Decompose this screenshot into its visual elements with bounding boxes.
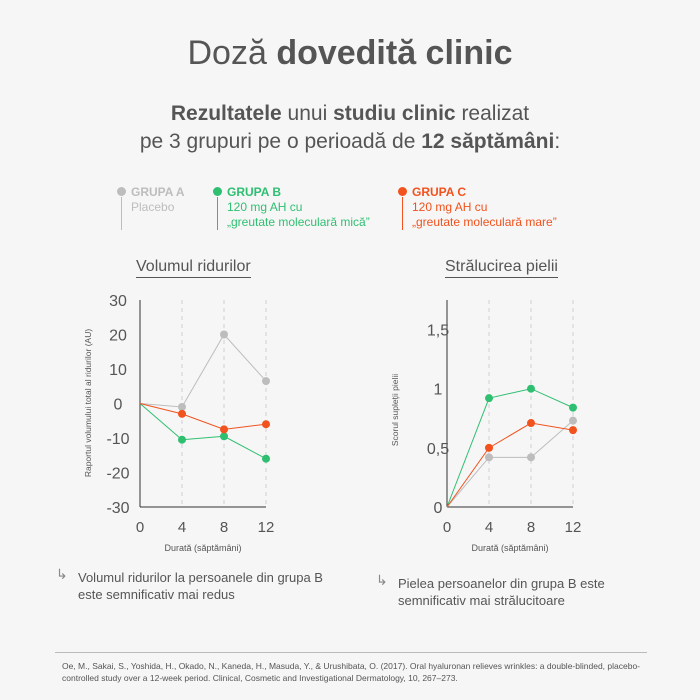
subtitle-part-4: realizat	[455, 102, 530, 125]
series-line-grupa-c	[446, 422, 574, 508]
x-tick-label: 0	[443, 519, 451, 536]
y-tick-label: 1,5	[427, 323, 449, 340]
legend-head: GRUPA B	[227, 185, 281, 199]
x-tick-label: 0	[136, 519, 144, 536]
y-tick-label: -30	[106, 500, 129, 517]
x-axis-label: Durată (săptămâni)	[471, 543, 548, 553]
data-point-grupa-c	[569, 426, 577, 435]
corner-arrow-icon: ↳	[56, 566, 68, 582]
data-point-grupa-a	[220, 330, 228, 339]
data-point-grupa-b	[262, 454, 270, 463]
legend-stem	[402, 197, 403, 230]
y-tick-label: 1	[434, 382, 443, 399]
legend-grupa-c: GRUPA C 120 mg AH cu „greutate molecular…	[398, 185, 557, 230]
x-tick-label: 8	[220, 519, 228, 536]
legend-head: GRUPA A	[131, 185, 185, 199]
y-tick-label: 0	[114, 397, 123, 414]
data-point-grupa-a	[569, 416, 577, 425]
note-stralucire: ↳ Pielea persoanelor din grupa B este se…	[376, 572, 623, 609]
title-regular: Doză	[187, 34, 267, 72]
legend-line: „greutate moleculară mare”	[412, 215, 557, 229]
chart-title-riduri: Volumul ridurilor	[136, 258, 251, 278]
note-text: Pielea persoanelor din grupa B este semn…	[398, 576, 605, 608]
series-line-grupa-c	[139, 403, 267, 430]
x-tick-label: 8	[527, 519, 535, 536]
legend-dot-icon	[398, 187, 407, 196]
chart-title-stralucire: Strălucirea pielii	[445, 258, 558, 278]
title-bold: dovedită clinic	[276, 34, 513, 72]
data-point-grupa-b	[569, 403, 577, 412]
data-point-grupa-c	[178, 409, 186, 418]
data-point-grupa-b	[220, 432, 228, 441]
divider	[55, 652, 647, 653]
legend-dot-icon	[213, 187, 222, 196]
subtitle-part-5: pe 3 grupuri pe o perioadă de	[139, 130, 422, 153]
series-line-grupa-a	[139, 333, 267, 408]
y-tick-label: 0	[434, 500, 443, 517]
legend-stem	[217, 197, 218, 230]
legend-line: 120 mg AH cu	[412, 200, 488, 214]
subtitle-part-2: unui	[281, 102, 334, 125]
legend-line: 120 mg AH cu	[227, 200, 303, 214]
data-point-grupa-a	[527, 453, 535, 462]
citation: Oe, M., Sakai, S., Yoshida, H., Okado, N…	[62, 661, 640, 683]
subtitle-part-7: :	[554, 130, 561, 153]
y-tick-label: -10	[106, 431, 129, 448]
data-point-grupa-c	[262, 420, 270, 429]
data-point-grupa-c	[485, 443, 493, 452]
x-tick-label: 12	[258, 519, 275, 536]
data-point-grupa-b	[178, 435, 186, 444]
legend-line: „greutate moleculară mică”	[227, 215, 370, 229]
data-point-grupa-c	[220, 425, 228, 434]
data-point-grupa-c	[527, 419, 535, 428]
x-tick-label: 4	[178, 519, 186, 536]
y-axis-label: Scorul supleții pielii	[390, 374, 400, 446]
series-line-grupa-a	[446, 420, 574, 508]
legend-head: GRUPA C	[412, 185, 466, 199]
legend-grupa-b: GRUPA B 120 mg AH cu „greutate molecular…	[213, 185, 370, 230]
y-tick-label: -20	[106, 466, 129, 483]
data-point-grupa-a	[178, 402, 186, 411]
corner-arrow-icon: ↳	[376, 572, 388, 588]
legend-stem	[121, 197, 122, 230]
series-line-grupa-b	[139, 403, 267, 460]
note-riduri: ↳ Volumul ridurilor la persoanele din gr…	[56, 566, 338, 603]
page-title: Doză dovedită clinic	[0, 34, 700, 73]
y-tick-label: 20	[109, 328, 127, 345]
data-point-grupa-b	[485, 394, 493, 403]
subtitle-part-6: 12 săptămâni	[421, 130, 555, 153]
y-tick-label: 10	[109, 362, 127, 379]
x-axis-label: Durată (săptămâni)	[164, 543, 241, 553]
subtitle-part-3: studiu clinic	[333, 102, 456, 125]
series-line-grupa-b	[446, 388, 574, 508]
legend-grupa-a: GRUPA A Placebo	[117, 185, 185, 230]
subtitle: Rezultatele unui studiu clinic realizat …	[0, 100, 700, 156]
data-point-grupa-a	[485, 453, 493, 462]
legend-line: Placebo	[131, 200, 175, 214]
x-tick-label: 12	[565, 519, 582, 536]
y-tick-label: 0,5	[427, 441, 449, 458]
legend-dot-icon	[117, 187, 126, 196]
x-tick-label: 4	[485, 519, 493, 536]
data-point-grupa-a	[262, 377, 270, 386]
subtitle-part-1: Rezultatele	[170, 102, 282, 125]
note-text: Volumul ridurilor la persoanele din grup…	[78, 570, 323, 602]
y-axis-label: Raportul volumului total al ridurilor (A…	[83, 329, 93, 478]
y-tick-label: 30	[109, 293, 127, 310]
data-point-grupa-b	[527, 384, 535, 393]
